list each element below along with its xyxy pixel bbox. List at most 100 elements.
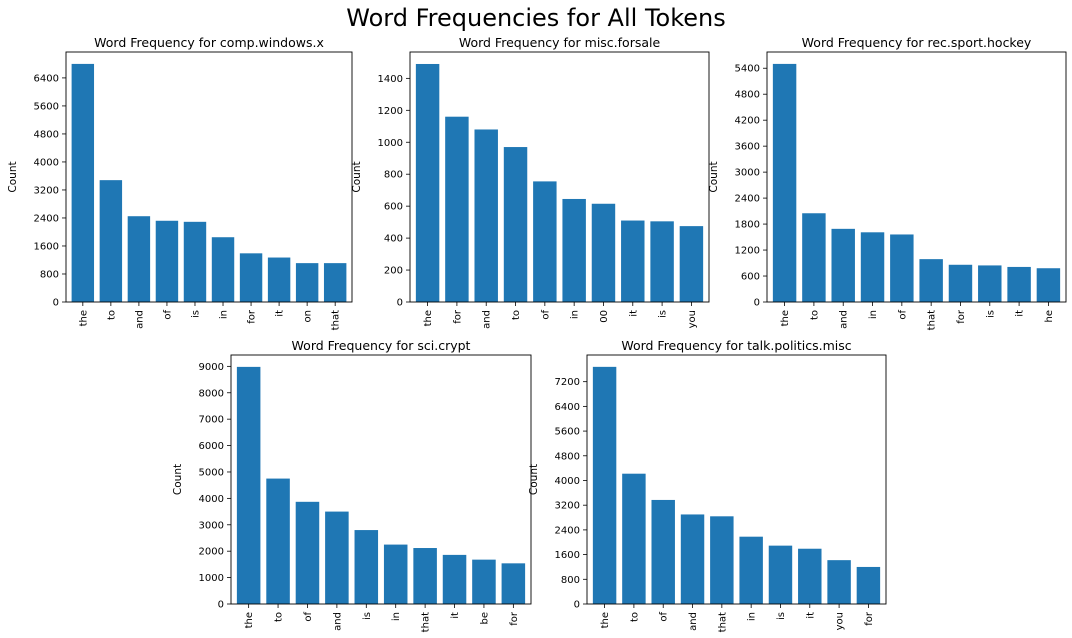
bar-in: [739, 536, 763, 604]
bar-is: [650, 221, 674, 302]
y-tick-label: 5000: [199, 467, 224, 478]
x-tick-label: to: [809, 310, 820, 320]
y-tick-label: 9000: [199, 362, 224, 373]
bar-chart-4: Word Frequency for sci.crypt 0 1000 2000 300…: [172, 338, 532, 632]
x-tick-label: of: [659, 612, 670, 622]
bar-and: [831, 228, 855, 302]
x-tick-label: you: [835, 612, 846, 630]
y-tick-label: 0: [754, 298, 760, 309]
bar-the: [592, 366, 617, 604]
bar-for: [239, 253, 263, 302]
y-tick-label: 4000: [199, 494, 224, 505]
bar-in: [860, 232, 885, 302]
y-tick-label: 0: [53, 298, 59, 309]
axes-frame: [230, 354, 532, 605]
chart-title: Word Frequency for misc.forsale: [459, 35, 661, 50]
chart-title: Word Frequency for rec.sport.hockey: [802, 35, 1032, 50]
x-tick-label: and: [134, 310, 145, 329]
y-tick-label: 4000: [34, 157, 59, 168]
y-tick-label: 6400: [555, 402, 580, 413]
y-tick-label: 5600: [34, 101, 59, 112]
y-tick-label: 0: [574, 600, 580, 611]
bar-and: [127, 216, 151, 302]
x-tick-label: it: [275, 310, 286, 317]
x-tick-label: that: [717, 612, 728, 632]
bar-in: [562, 198, 586, 302]
y-tick-label: 200: [384, 266, 403, 277]
y-tick-label: 600: [741, 272, 760, 283]
bar-chart-5: Word Frequency for talk.politics.misc 0 80…: [528, 338, 887, 632]
y-tick-label: 1600: [555, 550, 580, 561]
y-axis-label: Count: [708, 161, 720, 192]
axes-frame: [409, 51, 710, 303]
y-tick-label: 2000: [199, 547, 224, 558]
y-tick-label: 2400: [555, 525, 580, 536]
figure-title: Word Frequencies for All Tokens: [346, 4, 725, 32]
x-tick-label: of: [162, 310, 173, 320]
chart-title: Word Frequency for talk.politics.misc: [621, 338, 851, 353]
bar-you: [679, 226, 704, 302]
y-tick-label: 1200: [378, 106, 403, 117]
bar-of: [533, 181, 557, 302]
bar-to: [802, 213, 826, 302]
y-axis-label: Count: [528, 464, 540, 495]
bar-that: [413, 548, 437, 604]
bar-it: [621, 220, 645, 302]
y-tick-label: 5400: [735, 64, 760, 75]
bar-for: [501, 563, 526, 604]
y-tick-label: 2400: [735, 194, 760, 205]
x-tick-label: he: [1044, 310, 1055, 323]
x-tick-label: and: [482, 310, 493, 329]
x-tick-label: and: [688, 612, 699, 631]
y-tick-label: 3200: [34, 185, 59, 196]
y-tick-label: 6000: [199, 441, 224, 452]
y-tick-label: 3200: [555, 501, 580, 512]
bar-of: [651, 499, 675, 604]
x-tick-label: on: [303, 310, 314, 322]
x-tick-label: that: [421, 612, 432, 632]
x-tick-label: to: [274, 612, 285, 622]
bar-it: [267, 257, 291, 302]
bar-chart-2: Word Frequency for misc.forsale 0 200 400 60…: [351, 35, 710, 329]
x-tick-label: is: [362, 612, 373, 620]
bar-is: [978, 265, 1002, 302]
y-tick-label: 6400: [34, 73, 59, 84]
bar-you: [827, 560, 851, 604]
x-tick-label: in: [391, 612, 402, 621]
bar-the: [236, 366, 261, 604]
x-tick-label: and: [332, 612, 343, 631]
x-tick-label: be: [479, 612, 490, 625]
bar-for: [856, 566, 881, 604]
x-tick-label: for: [864, 611, 875, 626]
bar-he: [1036, 268, 1061, 302]
y-tick-label: 0: [397, 298, 403, 309]
x-tick-label: to: [106, 310, 117, 320]
bar-in: [383, 544, 408, 604]
x-tick-label: in: [219, 310, 230, 319]
x-tick-label: for: [452, 309, 463, 324]
y-axis-label: Count: [172, 464, 184, 495]
x-tick-label: of: [540, 310, 551, 320]
y-tick-label: 1000: [378, 138, 403, 149]
charts-container: Word Frequency for comp.windows.x 0 800 160…: [7, 35, 1067, 632]
bar-it: [798, 548, 822, 604]
x-tick-label: that: [331, 310, 342, 330]
bar-of: [890, 234, 914, 302]
y-tick-label: 800: [384, 170, 403, 181]
bar-00: [591, 203, 616, 302]
bar-of: [155, 220, 179, 302]
x-tick-label: for: [509, 611, 520, 626]
x-tick-label: in: [747, 612, 758, 621]
bar-is: [768, 545, 793, 604]
x-tick-label: for: [247, 309, 258, 324]
y-axis-label: Count: [7, 161, 19, 192]
x-tick-label: it: [1015, 310, 1026, 317]
y-tick-label: 1800: [735, 220, 760, 231]
bar-is: [354, 530, 379, 604]
bar-chart-1: Word Frequency for comp.windows.x 0 800 160…: [7, 35, 353, 330]
y-tick-label: 2400: [34, 213, 59, 224]
axes-frame: [766, 51, 1067, 303]
x-tick-label: the: [78, 310, 89, 326]
y-tick-label: 8000: [199, 388, 224, 399]
bar-the: [415, 63, 440, 302]
